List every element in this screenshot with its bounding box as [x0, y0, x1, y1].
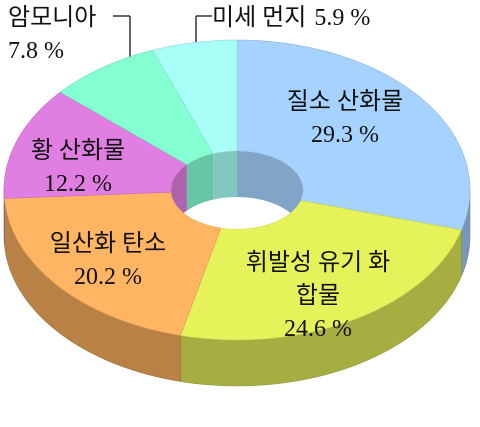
- category-label: 미세 먼지: [212, 5, 307, 31]
- hole-walls: [171, 151, 303, 229]
- slice-label: 휘발성 유기 화합물 24.6 %: [238, 247, 398, 346]
- category-label: 휘발성 유기 화합물: [245, 250, 391, 309]
- slice-label: 일산화 탄소 20.2 %: [28, 228, 188, 294]
- slice-inner-wall: [237, 151, 303, 229]
- category-label: 황 산화물: [30, 138, 126, 164]
- value-label: 24.6 %: [284, 316, 352, 342]
- category-label: 일산화 탄소: [49, 231, 167, 257]
- slice-inner-wall: [213, 151, 237, 200]
- category-label: 질소 산화물: [286, 89, 404, 115]
- category-label: 암모니아: [8, 5, 97, 31]
- slice-label: 암모니아 7.8 %: [8, 2, 118, 68]
- slice-label: 질소 산화물 29.3 %: [270, 86, 420, 152]
- value-label: 20.2 %: [74, 264, 142, 290]
- slice-label: 황 산화물 12.2 %: [8, 135, 148, 201]
- slice-inner-wall: [186, 153, 214, 211]
- slice-label: 미세 먼지 5.9 %: [212, 2, 442, 35]
- value-label: 5.9 %: [314, 5, 371, 31]
- value-label: 12.2 %: [44, 171, 112, 197]
- value-label: 7.8 %: [8, 38, 64, 64]
- value-label: 29.3 %: [311, 122, 379, 148]
